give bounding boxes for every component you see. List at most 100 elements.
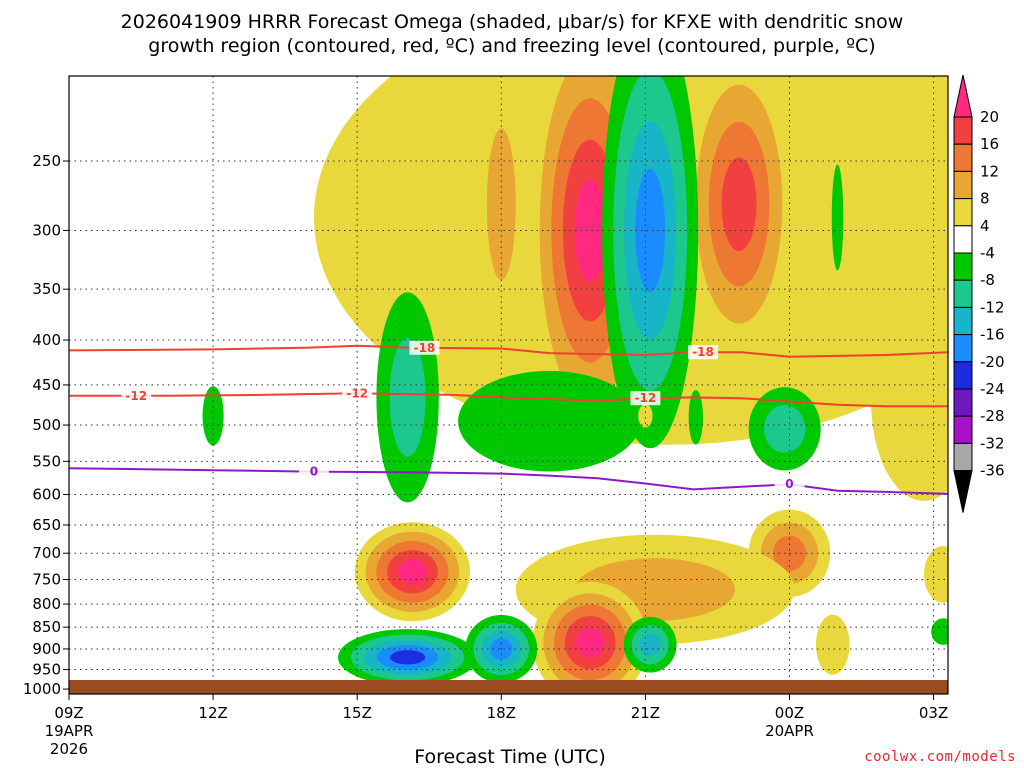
gridlines: [68, 76, 948, 694]
x-tick-label-00Z: 00Z: [775, 704, 804, 722]
y-tick-label-750: 750: [32, 570, 61, 588]
omega-level-minus-8: [763, 404, 806, 453]
x-tick-label-12Z: 12Z: [198, 704, 227, 722]
chart-title-line2: growth region (contoured, red, ºC) and f…: [148, 35, 875, 57]
x-tick-date-00Z: 20APR: [765, 722, 814, 740]
y-tick-label-700: 700: [32, 544, 61, 562]
x-tick-label-03Z: 03Z: [919, 704, 948, 722]
colorbar-label-9: -20: [980, 353, 1005, 371]
colorbar-label-12: -32: [980, 434, 1005, 452]
x-tick-date-09Z: 19APR: [45, 722, 94, 740]
colorbar-bin-10: [953, 361, 973, 390]
isotherm-minus-12-label-bg-0: [121, 388, 152, 403]
freezing-level-label-bg-1: [774, 477, 805, 492]
colorbar-label-5: -4: [980, 244, 995, 262]
omega-rise-03z-upper: [871, 302, 948, 501]
omega-level-20: [397, 559, 427, 585]
x-tick-label-09Z: 09Z: [54, 704, 83, 722]
y-tick-label-500: 500: [32, 416, 61, 434]
colorbar-bin-4: [953, 198, 973, 227]
y-tick-label-850: 850: [32, 618, 61, 636]
y-tick-label-350: 350: [32, 280, 61, 298]
colorbar-label-0: 20: [980, 108, 999, 126]
isotherm-minus-12-line: [69, 392, 948, 408]
isotherm-minus-18-label-bg-1: [688, 345, 719, 360]
omega-level-minus-12: [639, 633, 661, 656]
omega-level-minus-20: [390, 650, 426, 665]
y-tick-label-300: 300: [32, 221, 61, 239]
x-tick-label-21Z: 21Z: [631, 704, 660, 722]
omega-sink-16z: [376, 292, 439, 503]
colorbar-label-4: 4: [980, 217, 990, 235]
y-tick-label-650: 650: [32, 516, 61, 534]
surface-terrain-band: [69, 680, 948, 694]
colorbar-label-11: -28: [980, 407, 1005, 425]
omega-sink-03z-low: [931, 618, 948, 645]
colorbar-bin-11: [953, 388, 973, 417]
omega-colorbar: 20 16 12 8 4 -4 -8 -12 -16 -20 -24 -28 -32 -36: [953, 74, 1005, 513]
y-tick-label-800: 800: [32, 595, 61, 613]
y-tick-label-450: 450: [32, 376, 61, 394]
isotherm-minus-12-label-bg-2: [630, 391, 661, 406]
x-tick-year-09Z: 2026: [50, 740, 88, 758]
omega-sink-12z: [202, 386, 224, 446]
omega-level-minus-4: [688, 390, 704, 445]
omega-upper-sink-21z: [602, 76, 699, 449]
colorbar-label-3: 8: [980, 190, 990, 208]
colorbar-bin-12: [953, 415, 973, 444]
freezing-level-label-1: 0: [785, 477, 793, 491]
x-tick-label-15Z: 15Z: [343, 704, 372, 722]
omega-rise-20z-low: [532, 581, 648, 694]
colorbar-bin-9: [953, 334, 973, 363]
y-tick-label-600: 600: [32, 485, 61, 503]
colorbar-bin-8: [953, 306, 973, 336]
colorbar-label-6: -8: [980, 271, 995, 289]
freezing-level-label-bg-0: [298, 464, 329, 479]
isotherm-minus-18-label-0: -18: [414, 341, 436, 355]
temperature-contours: -18 -18 -12 -12 -12 0 0: [69, 340, 948, 495]
freezing-level-label-0: 0: [310, 465, 318, 479]
colorbar-label-13: -36: [980, 462, 1005, 480]
chart-title-line1: 2026041909 HRRR Forecast Omega (shaded, …: [121, 11, 904, 33]
omega-level-16: [721, 157, 757, 252]
colorbar-label-7: -12: [980, 298, 1005, 316]
omega-sink-19z-band: [458, 370, 641, 472]
omega-level-20: [575, 627, 605, 658]
y-tick-label-1000: 1000: [23, 680, 61, 698]
colorbar-bin-7: [953, 279, 973, 308]
omega-rise-16z-mid: [354, 522, 471, 622]
x-tick-label-18Z: 18Z: [487, 704, 516, 722]
omega-level-12: [773, 535, 806, 571]
y-tick-label-250: 250: [32, 152, 61, 170]
colorbar-label-2: 12: [980, 162, 999, 180]
omega-level-8: [486, 128, 516, 280]
colorbar-bin-13: [953, 442, 973, 472]
omega-rise-01z-low: [815, 614, 850, 675]
omega-upper-rise-18z: [486, 128, 516, 280]
omega-level-4: [815, 614, 850, 675]
isotherm-minus-12-label-bg-1: [342, 386, 373, 401]
colorbar-label-10: -24: [980, 380, 1005, 398]
omega-level-4: [638, 404, 653, 428]
omega-level-4: [871, 302, 948, 501]
y-tick-label-900: 900: [32, 640, 61, 658]
colorbar-bin-3: [953, 170, 973, 200]
colorbar-bottom-arrow: [953, 470, 973, 513]
colorbar-bin-1: [953, 116, 973, 145]
omega-sink-21z-low: [623, 616, 677, 673]
omega-level-minus-16: [635, 168, 666, 293]
omega-sink-15z-low: [337, 629, 478, 686]
omega-level-20: [574, 178, 606, 282]
omega-sink-00z: [748, 387, 821, 471]
y-tick-label-950: 950: [32, 661, 61, 679]
plot-area: -18 -18 -12 -12 -12 0 0: [68, 75, 949, 695]
omega-level-minus-4: [931, 618, 948, 645]
y-tick-label-550: 550: [32, 452, 61, 470]
x-axis-label: Forecast Time (UTC): [414, 746, 605, 768]
isotherm-minus-18-label-bg-0: [409, 340, 440, 355]
colorbar-label-8: -16: [980, 326, 1005, 344]
omega-level-minus-4: [458, 370, 641, 472]
omega-sink-upper-01z: [831, 164, 844, 271]
omega-level-minus-8: [389, 338, 426, 457]
colorbar-bin-5: [953, 225, 973, 254]
